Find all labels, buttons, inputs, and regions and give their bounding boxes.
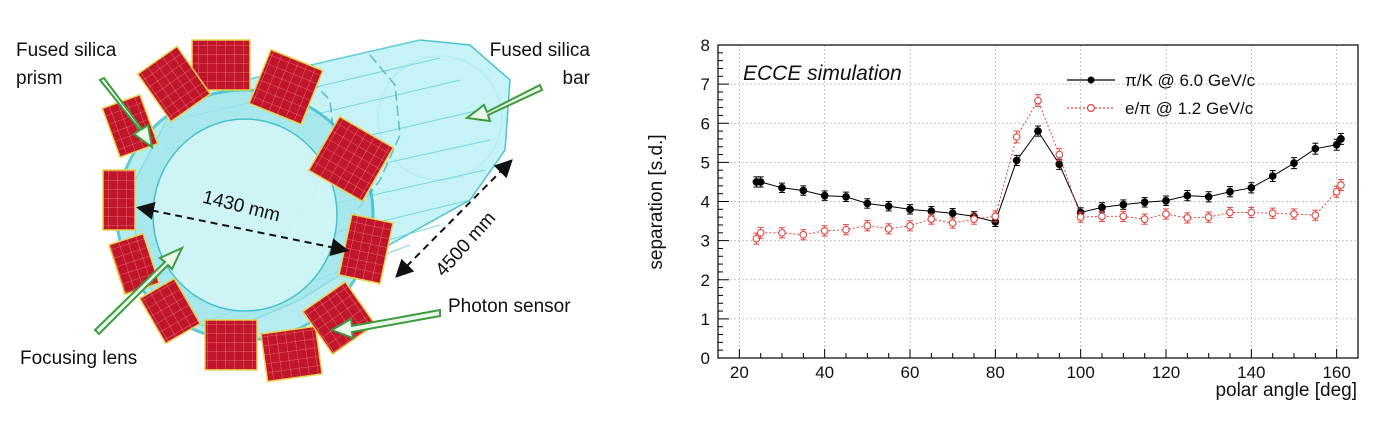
prism-label-line1: Fused silica: [16, 40, 117, 61]
data-point: [1034, 127, 1042, 135]
data-point: [1268, 209, 1277, 218]
y-tick-label: 8: [701, 36, 710, 55]
data-point: [1337, 181, 1345, 189]
data-point: [1162, 210, 1170, 218]
lens-label: Focusing lens: [20, 348, 137, 369]
x-tick-label: 140: [1237, 363, 1265, 382]
data-point: [820, 226, 829, 235]
separation-chart: 20 40 60 80 100 120 140 160 0 1 2 3 4 5 6 7 8 ECCE simul…: [646, 36, 1359, 401]
data-point: [1098, 212, 1106, 221]
pointer-arrows: [93, 76, 544, 340]
diameter-dimension: [136, 201, 349, 257]
y-tick-label: 2: [701, 271, 710, 290]
data-point: [1183, 214, 1192, 222]
data-point: [1098, 203, 1106, 212]
data-point: [1055, 160, 1064, 169]
series-e-pi: [752, 94, 1345, 245]
data-point: [756, 178, 765, 186]
legend-label-epi: e/π @ 1.2 GeV/c: [1125, 99, 1254, 118]
data-point: [1183, 191, 1192, 200]
data-point: [842, 225, 850, 234]
x-tick-label: 100: [1066, 363, 1094, 382]
data-point: [1311, 211, 1320, 220]
chart-grid: [718, 44, 1358, 359]
legend: π/K @ 6.0 GeV/c e/π @ 1.2 GeV/c: [1067, 71, 1256, 118]
y-tick-label: 5: [701, 153, 710, 172]
y-tick-label: 1: [701, 310, 710, 329]
data-point: [820, 191, 829, 200]
x-tick-label: 160: [1322, 363, 1350, 382]
photon-sensors: [101, 39, 395, 383]
data-point: [948, 209, 957, 218]
x-axis-label: polar angle [deg]: [1215, 380, 1357, 401]
data-point: [948, 219, 957, 227]
data-point: [863, 221, 872, 230]
data-point: [991, 212, 1000, 221]
x-tick-label: 120: [1152, 363, 1180, 382]
data-point: [1290, 159, 1298, 168]
length-label: 4500 mm: [432, 208, 501, 281]
data-series: [752, 94, 1345, 245]
data-point: [1337, 135, 1345, 143]
y-tick-label: 6: [701, 114, 710, 133]
data-point: [1119, 200, 1128, 209]
data-point: [884, 225, 893, 233]
data-point: [1247, 183, 1256, 192]
prism-label-line2: prism: [16, 68, 62, 89]
data-point: [1076, 213, 1085, 221]
simulation-annotation: ECCE simulation: [743, 62, 902, 85]
data-point: [970, 215, 978, 223]
bar-label-line1: Fused silica: [490, 40, 591, 61]
x-tick-label: 40: [815, 363, 834, 382]
data-point: [906, 205, 914, 214]
data-point: [1226, 187, 1234, 196]
data-point: [799, 230, 808, 239]
data-point: [1034, 96, 1042, 105]
y-axis-label: separation [s.d.]: [646, 134, 667, 269]
x-tick-label: 60: [901, 363, 920, 382]
data-point: [1204, 213, 1213, 221]
data-point: [1055, 150, 1064, 159]
data-point: [1119, 212, 1128, 221]
data-point: [1332, 187, 1341, 196]
data-point: [842, 192, 850, 201]
data-point: [1226, 208, 1234, 217]
series-line: [756, 130, 1342, 223]
legend-marker-pik: [1087, 76, 1095, 84]
legend-marker-epi: [1086, 103, 1096, 113]
series-pi-k: [752, 125, 1345, 228]
data-point: [1204, 192, 1213, 201]
data-point: [1140, 215, 1149, 223]
data-point: [906, 221, 914, 230]
data-point: [884, 202, 893, 211]
bar-label-line2: bar: [563, 68, 591, 89]
data-point: [1012, 133, 1021, 141]
dirc-detector-illustration: Fused silica prism Fused silica bar 1430…: [16, 39, 591, 383]
sensor-label: Photon sensor: [448, 296, 571, 317]
axis-ticks: 20 40 60 80 100 120 140 160 0 1 2 3 4 5 6 7 8: [701, 36, 1359, 382]
data-point: [1290, 210, 1298, 218]
data-point: [1311, 144, 1320, 153]
x-tick-label: 20: [730, 363, 749, 382]
data-point: [927, 215, 936, 223]
y-tick-label: 7: [701, 75, 710, 94]
data-point: [756, 228, 765, 237]
data-point: [799, 186, 808, 195]
y-tick-label: 4: [701, 193, 710, 212]
data-point: [778, 228, 786, 237]
length-dimension: [395, 159, 513, 278]
y-tick-label: 3: [701, 232, 710, 251]
y-tick-label: 0: [701, 349, 710, 368]
data-point: [863, 199, 872, 208]
data-point: [1162, 196, 1170, 205]
data-point: [1140, 198, 1149, 207]
data-point: [778, 183, 786, 192]
data-point: [1268, 172, 1277, 180]
legend-label-pik: π/K @ 6.0 GeV/c: [1125, 71, 1256, 90]
data-point: [1012, 156, 1021, 165]
x-tick-label: 80: [986, 363, 1005, 382]
data-point: [1247, 208, 1256, 217]
